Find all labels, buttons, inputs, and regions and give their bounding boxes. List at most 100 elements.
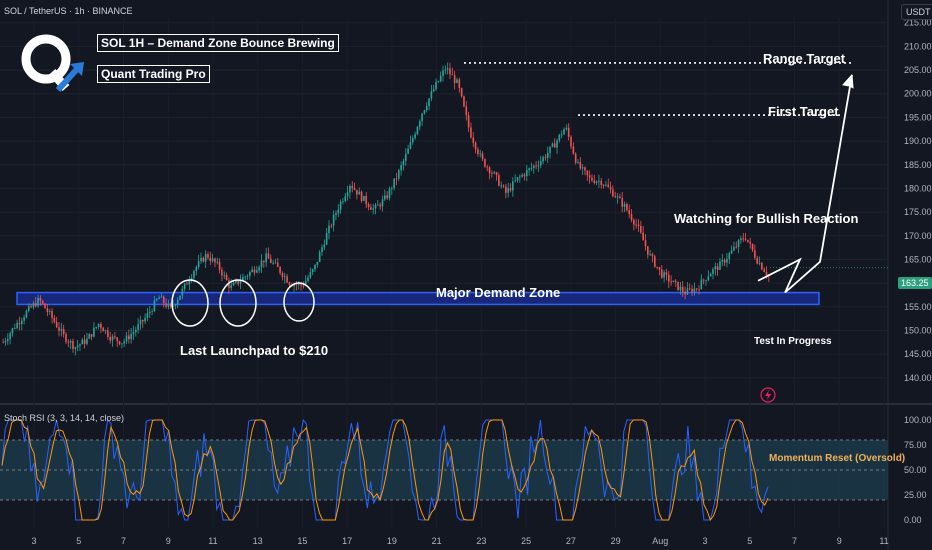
candle-body (656, 266, 658, 268)
candle-body (709, 273, 712, 277)
candle-body (740, 238, 742, 241)
candle-body (342, 200, 344, 202)
candle-body (111, 336, 114, 341)
candle-body (546, 152, 549, 158)
candle-body (432, 89, 435, 92)
candle-body (397, 170, 400, 179)
candle-body (700, 279, 703, 290)
candle-body (93, 327, 95, 337)
candle-body (148, 311, 151, 314)
candle-body (211, 258, 214, 261)
price-tick-label: 215.00 (904, 18, 932, 28)
candle-body (349, 185, 351, 193)
candle-body (409, 142, 412, 149)
candle-body (565, 127, 568, 130)
candle-body (567, 127, 570, 137)
lightning-icon[interactable] (760, 387, 776, 403)
candle-body (404, 153, 407, 161)
candle-body (153, 300, 156, 312)
candle-body (749, 241, 752, 244)
candle-body (607, 184, 610, 188)
candle-body (11, 328, 14, 334)
candle-body (633, 219, 635, 225)
candle-body (276, 262, 279, 267)
candle-body (18, 322, 21, 324)
candle-body (600, 180, 603, 186)
candle-body (702, 279, 705, 281)
candle-body (542, 157, 544, 162)
price-tick-label: 170.00 (904, 231, 932, 241)
candle-body (44, 303, 46, 309)
candle-body (37, 297, 39, 307)
candle-body (667, 274, 670, 282)
candle-body (258, 267, 260, 271)
candle-body (723, 259, 726, 263)
time-tick-label: 27 (566, 536, 576, 546)
candle-body (125, 335, 128, 342)
time-tick-label: 5 (76, 536, 81, 546)
candle-body (460, 88, 463, 97)
candle-body (470, 127, 472, 138)
currency-button[interactable]: USDT (901, 4, 932, 20)
candle-body (41, 300, 44, 304)
oscillator-tick-label: 50.00 (904, 465, 927, 475)
projection-arrowhead (842, 74, 854, 89)
candle-body (647, 246, 649, 255)
candle-body (742, 238, 745, 240)
candle-body (521, 174, 523, 177)
candle-body (158, 297, 160, 300)
candle-body (719, 261, 721, 270)
candle-body (332, 214, 335, 226)
candle-body (444, 69, 447, 71)
candle-body (512, 181, 514, 191)
candle-body (51, 310, 53, 318)
candle-body (446, 68, 449, 70)
candle-body (237, 280, 240, 284)
current-price-tag: 163.25 (898, 277, 932, 289)
candle-body (13, 328, 16, 329)
candle-body (200, 257, 202, 262)
candle-body (467, 115, 470, 128)
candle-body (267, 253, 270, 259)
candle-body (337, 209, 340, 214)
candle-body (230, 285, 233, 288)
price-tick-label: 140.00 (904, 373, 932, 383)
candle-body (677, 281, 679, 291)
candle-body (55, 321, 58, 328)
price-tick-label: 190.00 (904, 136, 932, 146)
candle-body (756, 257, 759, 264)
price-tick-label: 175.00 (904, 207, 932, 217)
candle-body (491, 173, 493, 174)
candle-body (48, 310, 51, 312)
candle-body (712, 269, 714, 274)
candle-body (384, 195, 386, 200)
candle-body (204, 254, 207, 262)
candle-body (109, 337, 112, 341)
candle-body (619, 196, 621, 199)
candle-body (539, 161, 542, 166)
candle-body (556, 140, 558, 148)
candle-body (269, 258, 272, 263)
candle-body (754, 250, 756, 258)
candle-body (395, 178, 398, 180)
candle-body (728, 253, 731, 259)
time-tick-label: 25 (521, 536, 531, 546)
candle-body (218, 261, 221, 270)
candle-body (118, 341, 121, 345)
candle-body (223, 274, 226, 276)
candle-body (465, 106, 468, 116)
candle-body (528, 168, 530, 171)
time-tick-label: 7 (792, 536, 797, 546)
demand-zone-box (16, 291, 820, 306)
candle-body (612, 189, 614, 197)
candle-body (479, 153, 482, 155)
candle-body (537, 165, 540, 167)
candle-body (316, 261, 319, 265)
candle-body (714, 266, 717, 270)
candle-body (151, 311, 153, 312)
candle-body (186, 283, 188, 285)
first-target-label: First Target (768, 104, 839, 119)
candle-body (558, 134, 561, 141)
candle-body (684, 291, 686, 295)
candle-body (414, 134, 416, 139)
